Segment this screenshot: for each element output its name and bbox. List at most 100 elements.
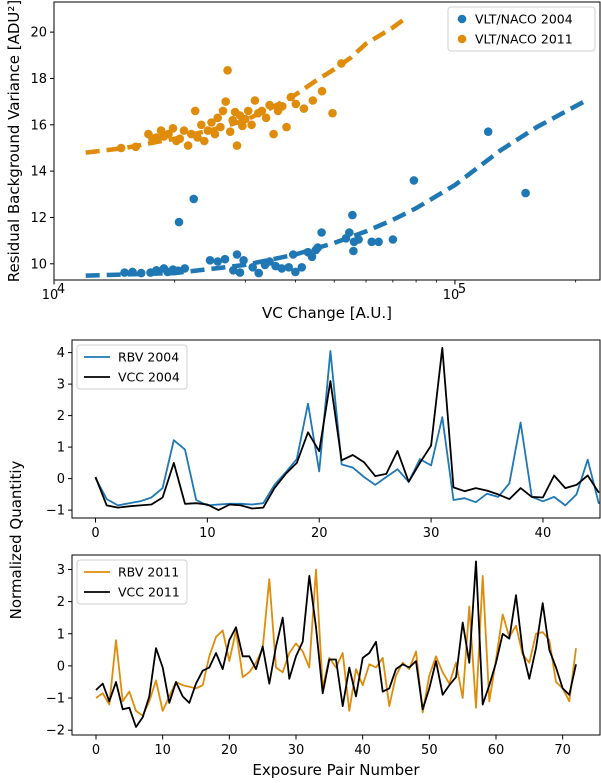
- legend-box: [76, 559, 188, 605]
- scatter-point-1-38: [261, 113, 271, 123]
- y-tick-label: 18: [30, 72, 47, 87]
- scatter-point-1-18: [203, 126, 213, 135]
- scatter-point-0-8: [173, 266, 183, 276]
- scatter-point-0-1: [128, 267, 137, 277]
- x-tick-label: 10: [443, 288, 460, 303]
- scatter-point-1-46: [299, 104, 309, 113]
- scatter-point-0-4: [152, 266, 161, 275]
- x-tick-label: 50: [421, 743, 438, 758]
- scatter-point-0-30: [307, 252, 317, 262]
- legend-marker-1: [457, 34, 467, 44]
- fit-line-0: [85, 97, 590, 278]
- series-line-0: [94, 350, 600, 507]
- scatter-point-0-40: [367, 237, 377, 247]
- y-tick-label: 10: [30, 257, 47, 272]
- legend-label-0: VLT/NACO 2004: [475, 12, 573, 27]
- scatter-point-0-0: [120, 268, 129, 277]
- scatter-point-1-39: [265, 100, 274, 110]
- scatter-point-1-24: [221, 97, 230, 106]
- scatter-point-0-13: [213, 257, 222, 266]
- scatter-point-0-18: [239, 255, 248, 265]
- y-tick-label: 2: [57, 595, 65, 610]
- exposure-x-axis-label: Exposure Pair Number: [252, 761, 420, 779]
- scatter-point-0-35: [345, 228, 354, 237]
- x-tick-label: 30: [288, 743, 305, 758]
- legend-label-1: VLT/NACO 2011: [475, 32, 573, 47]
- scatter-point-1-32: [241, 114, 250, 124]
- line-plot-2004-area: [94, 347, 600, 511]
- y-tick-label: −1: [46, 692, 65, 707]
- y-tick-label: 0: [57, 659, 65, 674]
- scatter-point-1-40: [269, 129, 278, 139]
- scatter-point-1-43: [282, 122, 291, 132]
- scatter-point-0-20: [254, 268, 263, 278]
- scatter-point-1-22: [216, 122, 225, 132]
- x-tick-label: 70: [554, 743, 571, 758]
- scatter-point-0-37: [349, 246, 358, 256]
- scatter-point-1-8: [168, 124, 178, 133]
- scatter-point-1-12: [183, 141, 193, 150]
- scatter-point-1-11: [179, 126, 189, 135]
- scatter-point-0-16: [232, 250, 242, 259]
- y-tick-label: −1: [46, 504, 65, 519]
- scatter-legend: VLT/NACO 2004 VLT/NACO 2011: [447, 6, 596, 52]
- scatter-point-1-23: [218, 106, 228, 116]
- fit-line-1: [85, 15, 409, 155]
- scatter-point-0-24: [277, 264, 287, 273]
- x-tick-label: 40: [354, 743, 371, 758]
- scatter-point-1-50: [337, 59, 346, 68]
- x-tick-exponent: 4: [57, 282, 65, 297]
- scatter-point-1-34: [247, 120, 256, 130]
- y-tick-label: −2: [46, 724, 65, 739]
- legend-label-1: VCC 2004: [118, 370, 180, 385]
- scatter-point-1-47: [308, 96, 318, 105]
- scatter-point-1-14: [190, 106, 200, 116]
- scatter-point-0-25: [284, 263, 294, 272]
- x-tick-label: 20: [221, 743, 238, 758]
- line-plot-2004-frame: [71, 339, 601, 519]
- scatter-point-1-48: [317, 86, 327, 96]
- normalized-y-axis-label: Normalized Quantitiy: [7, 460, 25, 619]
- x-tick-label: 10: [154, 743, 171, 758]
- scatter-point-1-27: [228, 115, 237, 125]
- scatter-point-1-33: [243, 106, 253, 116]
- scatter-point-0-26: [288, 250, 298, 259]
- y-tick-label: 14: [30, 165, 47, 180]
- scatter-y-axis-label: Residual Background Variance [ADU²]: [5, 0, 23, 282]
- scatter-point-0-32: [313, 243, 323, 252]
- line-plot-2011-legend: RBV 2011 VCC 2011: [76, 559, 188, 605]
- scatter-point-1-31: [238, 121, 247, 131]
- scatter-point-0-11: [189, 194, 198, 204]
- scatter-point-0-28: [297, 263, 307, 272]
- x-tick-label: 40: [535, 526, 552, 541]
- scatter-point-0-2: [136, 268, 146, 278]
- scatter-point-0-14: [220, 254, 230, 264]
- scatter-point-0-36: [348, 210, 357, 220]
- scatter-point-1-29: [232, 141, 242, 150]
- scatter-point-1-37: [257, 106, 267, 116]
- scatter-point-0-43: [409, 176, 419, 185]
- legend-box: [76, 344, 188, 390]
- x-tick-label: 20: [311, 526, 328, 541]
- scatter-point-0-39: [354, 235, 363, 244]
- y-tick-label: 2: [57, 409, 65, 424]
- x-tick-label: 0: [91, 526, 99, 541]
- scatter-point-0-17: [235, 268, 245, 277]
- scatter-point-0-45: [521, 188, 530, 198]
- y-tick-label: 1: [57, 627, 65, 642]
- scatter-point-0-15: [229, 266, 238, 275]
- scatter-point-1-19: [207, 118, 216, 127]
- scatter-point-0-42: [388, 235, 398, 244]
- series-line-1: [95, 560, 577, 728]
- scatter-point-1-0: [116, 143, 126, 153]
- x-tick-exponent: 5: [458, 282, 466, 297]
- legend-box: [447, 6, 596, 52]
- scatter-plot-frame: [53, 1, 601, 281]
- y-tick-label: 16: [30, 118, 47, 133]
- legend-label-0: RBV 2004: [118, 350, 179, 365]
